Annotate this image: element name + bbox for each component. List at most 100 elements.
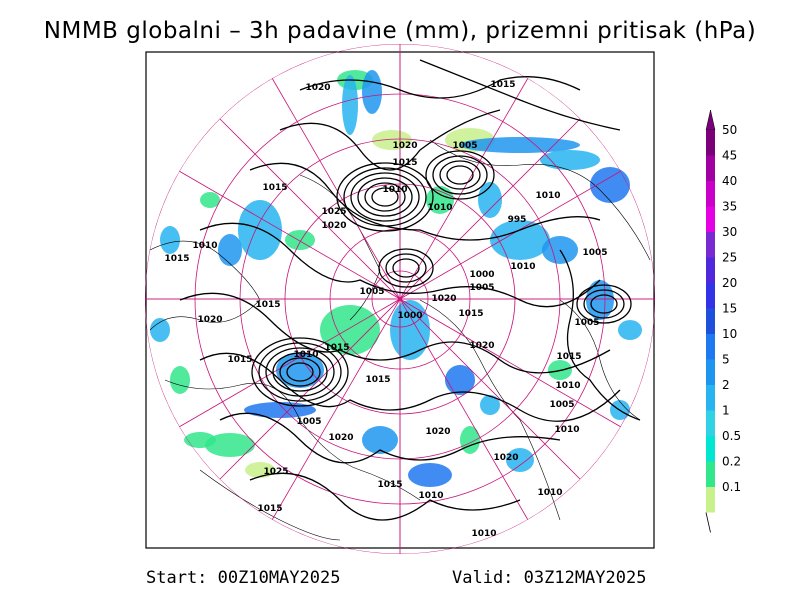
precipitation-colorbar: 50 45 40 35 30 25 20 15 10 5 2 1 0.5 0.2 0.1 — [705, 109, 741, 533]
isobar-contours — [179, 59, 641, 521]
isobar — [179, 292, 611, 374]
graticule-outer — [146, 52, 654, 548]
precipitation-area — [506, 448, 534, 472]
isobar — [590, 294, 618, 314]
isobar-label: 1000 — [397, 311, 422, 321]
colorbar-swatch — [706, 155, 715, 181]
map-title: NMMB globalni – 3h padavine (mm), prizem… — [43, 18, 757, 44]
colorbar-swatch — [706, 359, 715, 385]
precipitation-area — [320, 305, 380, 355]
isobar — [432, 155, 488, 195]
isobar-label: 1015 — [392, 158, 417, 168]
isobar-label: 1015 — [324, 343, 349, 353]
isobar-label: 1020 — [328, 433, 353, 443]
precipitation-area — [362, 70, 382, 114]
isobar — [364, 182, 406, 212]
isobar — [279, 109, 501, 171]
colorbar-label: 10 — [722, 327, 737, 341]
isobar-label: 1000 — [469, 270, 494, 280]
colorbar-label: 20 — [722, 276, 737, 290]
colorbar-label: 2 — [722, 378, 730, 392]
precipitation-field — [150, 70, 642, 487]
isobar — [272, 352, 328, 392]
precipitation-area — [478, 182, 502, 218]
precipitation-area — [342, 75, 358, 135]
isobar-label: 1005 — [452, 141, 477, 151]
precipitation-area — [150, 318, 170, 342]
colorbar-label: 5 — [722, 353, 730, 367]
isobar — [249, 162, 601, 241]
precipitation-area — [184, 432, 216, 448]
isobar — [392, 258, 420, 278]
colorbar-swatch — [706, 308, 715, 334]
coastline — [299, 174, 381, 321]
isobar-label: 1010 — [382, 185, 407, 195]
coastline — [419, 299, 561, 521]
colorbar-label: 30 — [722, 225, 737, 239]
precipitation-area — [490, 220, 550, 260]
colorbar-label: 25 — [722, 251, 737, 265]
isobar — [385, 253, 427, 283]
isobar-label: 1005 — [359, 287, 384, 297]
colorbar-swatch — [706, 283, 715, 309]
precipitation-area — [618, 320, 642, 340]
isobar-label: 1005 — [574, 318, 599, 328]
isobar — [251, 337, 349, 407]
isobar-label: 1015 — [377, 480, 402, 490]
colorbar-swatch — [706, 257, 715, 283]
isobar-label: 1010 — [510, 262, 535, 272]
coastline — [559, 299, 641, 421]
isobar-label: 1015 — [255, 300, 280, 310]
isobar-label: 1015 — [262, 183, 287, 193]
isobar-label: 1005 — [582, 248, 607, 258]
precipitation-area — [205, 433, 255, 457]
isobar — [583, 289, 625, 319]
colorbar-label: 35 — [722, 200, 737, 214]
isobar — [425, 150, 495, 200]
colorbar-swatch — [706, 487, 715, 513]
colorbar-swatch — [706, 461, 715, 487]
colorbar-swatch — [706, 181, 715, 207]
isobar — [258, 342, 342, 402]
colorbar-label: 50 — [722, 123, 737, 137]
colorbar-label: 0.5 — [722, 429, 741, 443]
isobar-label: 1010 — [537, 488, 562, 498]
isobar-label: 1010 — [535, 191, 560, 201]
isobar — [199, 222, 601, 308]
precipitation-area — [540, 150, 600, 170]
isobar — [343, 167, 427, 227]
isobar — [419, 59, 621, 131]
isobar — [299, 76, 581, 99]
colorbar-label: 1 — [722, 404, 730, 418]
colorbar-swatch — [706, 436, 715, 462]
isobar-label: 1005 — [549, 400, 574, 410]
coastlines — [149, 139, 651, 541]
colorbar-swatch — [706, 232, 715, 258]
isobar — [219, 412, 561, 464]
precipitation-area — [160, 226, 180, 254]
isobar — [286, 362, 314, 382]
isobar — [199, 352, 621, 422]
coastline — [149, 240, 261, 331]
isobar-label: 1010 — [192, 241, 217, 251]
isobar-label: 1020 — [469, 341, 494, 351]
colorbar-bottom-tail — [705, 512, 711, 533]
isobar — [336, 162, 434, 232]
isobar-label: 1015 — [365, 375, 390, 385]
isobar-label: 1025 — [321, 207, 346, 217]
isobar-label: 995 — [508, 215, 527, 225]
precipitation-area — [170, 366, 190, 394]
colorbar-swatch — [706, 206, 715, 232]
colorbar-swatch — [706, 130, 715, 156]
precipitation-area — [480, 395, 500, 415]
coastline — [164, 379, 421, 501]
precipitation-area — [372, 130, 412, 150]
colorbar-label: 0.1 — [722, 480, 741, 494]
colorbar-label: 40 — [722, 174, 737, 188]
isobar — [249, 472, 521, 521]
isobar — [378, 248, 434, 288]
precipitation-area — [590, 167, 630, 203]
isobar — [559, 249, 641, 421]
isobar-label: 1005 — [469, 283, 494, 293]
